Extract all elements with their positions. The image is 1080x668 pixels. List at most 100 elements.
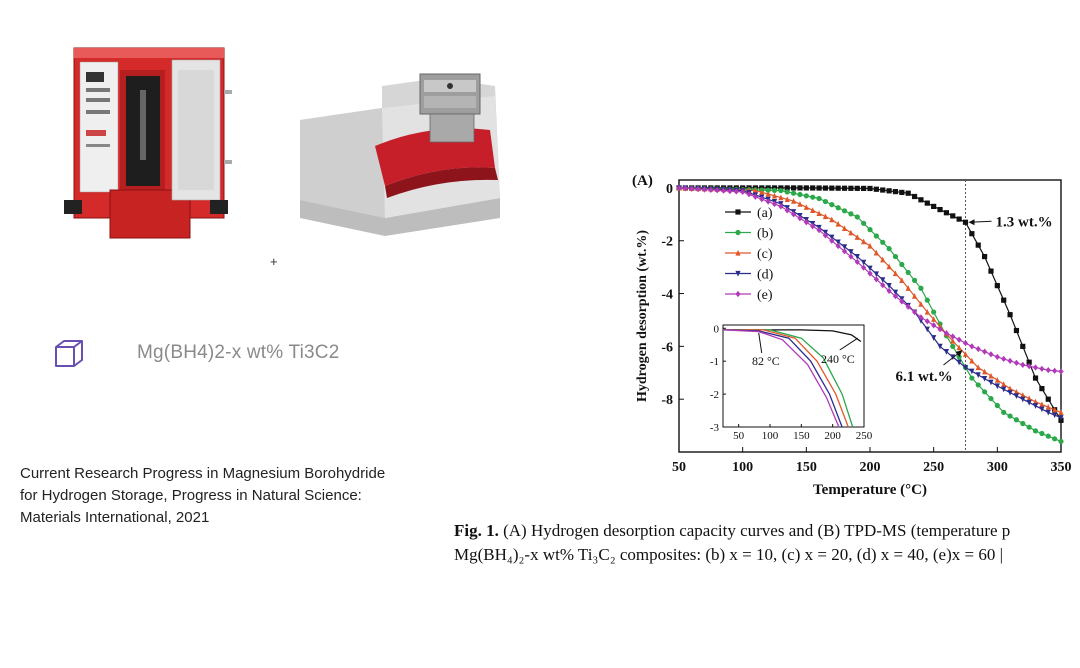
- data-point: [969, 357, 975, 364]
- data-point: [880, 256, 886, 263]
- data-point: [1045, 367, 1051, 374]
- caption-line: (A) Hydrogen desorption capacity curves …: [503, 521, 1011, 540]
- inset-x-tick-label: 100: [762, 430, 779, 442]
- data-point: [822, 232, 829, 239]
- data-point: [784, 207, 790, 214]
- data-point: [765, 190, 771, 197]
- y-tick-label: -8: [661, 393, 673, 408]
- legend-item: (c): [725, 247, 773, 262]
- data-point: [822, 198, 829, 205]
- data-point: [1001, 386, 1007, 393]
- data-point: [994, 283, 1000, 289]
- data-point: [835, 220, 841, 227]
- data-point: [1007, 357, 1013, 364]
- annotation-arrowhead: [955, 350, 963, 358]
- data-point: [803, 185, 809, 191]
- data-point: [759, 189, 765, 195]
- data-point: [975, 372, 981, 378]
- data-point: [950, 343, 956, 349]
- data-point: [861, 185, 867, 191]
- data-point: [1001, 409, 1007, 415]
- data-point: [1013, 359, 1020, 366]
- data-point: [886, 263, 892, 270]
- data-point: [905, 190, 911, 196]
- data-point: [765, 187, 771, 193]
- data-point: [841, 225, 848, 232]
- data-point: [701, 186, 708, 193]
- data-point: [854, 253, 860, 260]
- caption-line: Mg(BH₄)₂-x wt% Ti₃C₂ composites: (b) x =…: [454, 545, 1003, 564]
- data-point: [1001, 381, 1007, 387]
- data-point: [950, 213, 956, 219]
- hydrogen-desorption-chart: (A) 50 100 150 200 250 300 350 0 -2 -4 -6 -8 Temperat…: [632, 173, 1072, 498]
- y-axis-label: Hydrogen desorption (wt.%): [635, 230, 650, 402]
- data-point: [988, 379, 994, 386]
- data-point: [873, 249, 879, 256]
- data-point: [1039, 406, 1045, 413]
- data-point: [867, 242, 873, 249]
- data-point: [735, 270, 741, 277]
- data-point: [778, 187, 784, 194]
- data-point: [1058, 415, 1064, 421]
- data-point: [982, 368, 988, 375]
- inset-annotation-label: 82 °C: [752, 354, 780, 368]
- data-point: [982, 348, 988, 355]
- data-point: [1052, 436, 1058, 442]
- data-point: [975, 382, 981, 388]
- data-point: [848, 185, 854, 191]
- data-point: [791, 190, 797, 196]
- x-tick-label: 50: [672, 460, 686, 475]
- inset-x-tick-label: 200: [824, 430, 841, 442]
- data-point: [867, 227, 873, 233]
- data-point: [829, 202, 835, 208]
- panel-label: (A): [632, 173, 653, 189]
- data-point: [771, 192, 778, 199]
- data-point: [924, 297, 930, 303]
- data-point: [784, 185, 790, 191]
- data-point: [931, 316, 937, 322]
- data-point: [943, 330, 949, 337]
- data-point: [943, 349, 949, 355]
- data-point: [829, 216, 835, 223]
- x-axis-label: Temperature (°C): [813, 482, 927, 498]
- data-point: [689, 185, 695, 192]
- y-tick-label: -6: [661, 340, 673, 355]
- data-point: [905, 285, 911, 291]
- data-point: [880, 282, 886, 289]
- data-point: [918, 197, 924, 203]
- data-point: [886, 283, 892, 289]
- inset-annotation-arrow: [758, 332, 763, 354]
- inset-series-line: [723, 329, 862, 343]
- data-point: [822, 185, 829, 191]
- data-point: [810, 185, 816, 191]
- data-point: [911, 293, 918, 299]
- data-point: [854, 258, 860, 265]
- data-point: [1013, 327, 1020, 334]
- data-point: [994, 383, 1000, 390]
- citation-line: for Hydrogen Storage, Progress in Natura…: [20, 487, 362, 504]
- data-point: [854, 234, 860, 240]
- data-point: [784, 196, 790, 202]
- data-point: [822, 213, 829, 220]
- data-point: [841, 244, 848, 250]
- y-tick-label: -4: [661, 288, 673, 303]
- data-point: [1013, 417, 1020, 423]
- data-point: [982, 253, 988, 260]
- x-tick-label: 250: [923, 460, 944, 475]
- data-point: [791, 198, 797, 204]
- data-point: [956, 344, 962, 351]
- data-point: [848, 253, 854, 260]
- inset-annotation-arrow: [839, 337, 859, 351]
- data-point: [1058, 368, 1064, 375]
- data-point: [829, 185, 835, 191]
- data-point: [924, 318, 930, 325]
- data-point: [937, 343, 943, 350]
- data-point: [1045, 396, 1051, 402]
- figure-caption: Fig. 1. (A) Hydrogen desorption capacity…: [454, 519, 1080, 569]
- material-label: Mg(BH4)2-x wt% Ti3C2: [137, 342, 340, 363]
- y-tick-label: 0: [666, 182, 673, 197]
- data-point: [962, 219, 969, 225]
- data-point: [784, 189, 790, 195]
- data-point: [982, 389, 988, 395]
- data-point: [873, 186, 879, 192]
